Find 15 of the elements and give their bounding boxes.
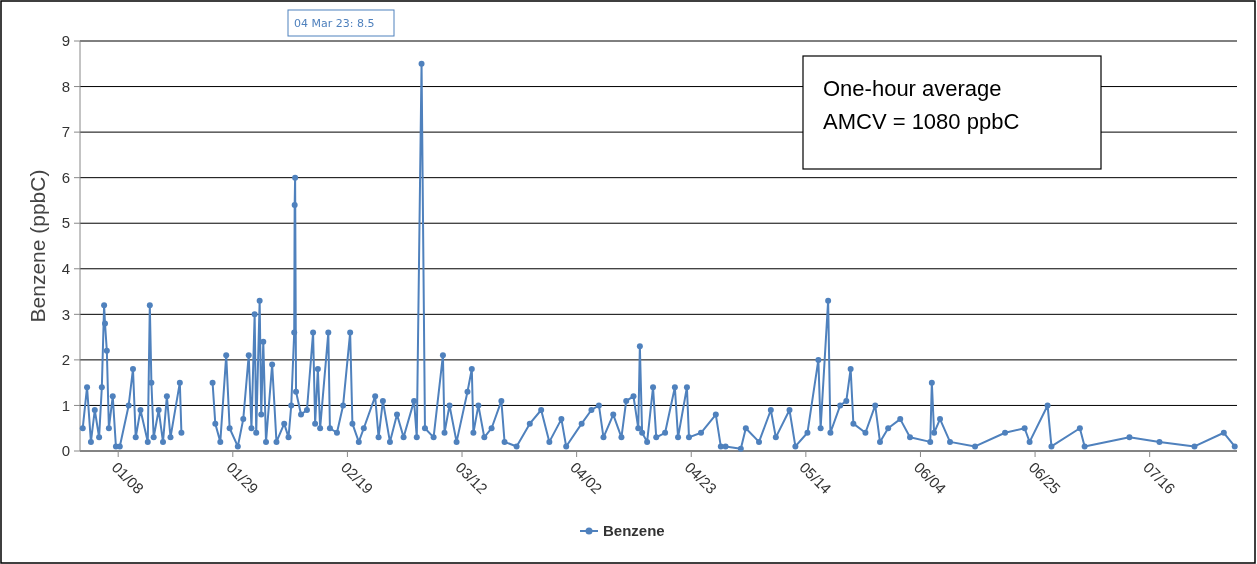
y-tick-label: 8 <box>61 77 70 95</box>
y-tick-label: 2 <box>61 351 70 369</box>
y-tick-label: 3 <box>61 305 70 323</box>
y-tick-label: 5 <box>61 214 70 232</box>
tooltip-box: 04 Mar 23: 8.5 <box>287 9 395 37</box>
legend-label: Benzene <box>603 522 665 540</box>
y-axis-title: Benzene (ppbC) <box>26 169 49 323</box>
y-tick-label: 9 <box>61 32 70 50</box>
y-tick-label: 4 <box>61 260 70 278</box>
y-tick-label: 1 <box>61 396 70 414</box>
y-tick-label: 0 <box>61 442 70 460</box>
note-box: One-hour average AMCV = 1080 ppbC <box>802 55 1102 170</box>
annotation: One-hour average AMCV = 1080 ppbC <box>823 76 1020 134</box>
y-tick-label: 6 <box>61 168 70 186</box>
y-tick-label: 7 <box>61 123 70 141</box>
